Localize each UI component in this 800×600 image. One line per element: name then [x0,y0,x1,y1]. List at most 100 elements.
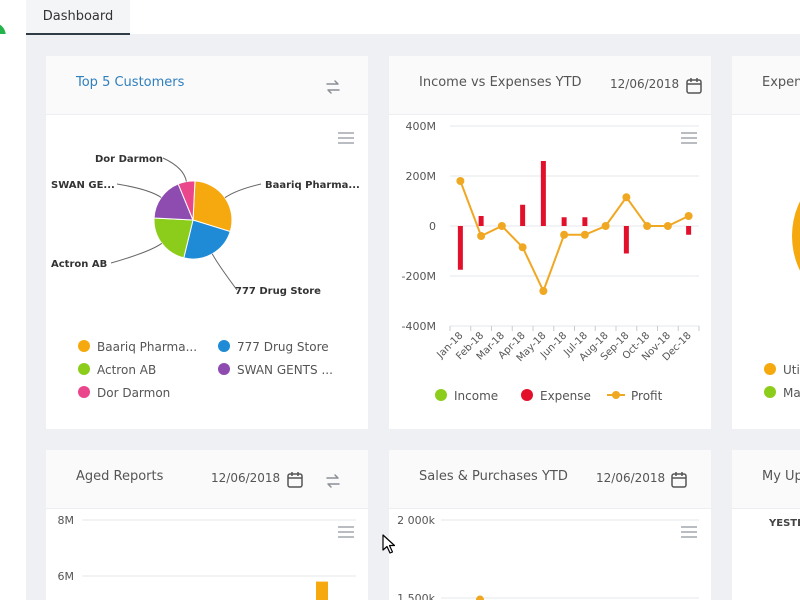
pie-data-label: Actron AB [51,259,107,270]
card-my-upcoming: My Up YESTE [732,450,800,600]
data-point [560,230,569,239]
y-tick-label: -400M [402,320,436,333]
legend-marker [218,363,230,375]
legend-item[interactable]: Baariq Pharma... [78,340,197,354]
expenses-pie-chart [792,201,800,271]
pie-data-label: Baariq Pharma... [265,180,360,191]
chart-menu-icon[interactable] [338,132,354,144]
card-sales-purchases: Sales & Purchases YTD 12/06/2018 2 000k … [389,450,711,600]
card-header: Top 5 Customers [46,56,368,115]
chart-menu-icon[interactable] [681,526,697,538]
legend-label: Expense [540,389,591,403]
mouse-cursor-icon [382,534,396,554]
card-header: Expens [732,56,800,115]
data-point [518,243,527,252]
bar [623,226,629,254]
income-expense-chart: 400M200M0-200M-400MJan-18Feb-18Mar-18Apr… [402,120,700,364]
calendar-icon[interactable] [685,77,703,95]
y-tick-label: 6M [58,570,75,583]
legend-item[interactable]: Profit [607,389,662,403]
legend-label: Dor Darmon [97,386,171,400]
data-point [476,595,484,600]
bar [520,204,526,226]
profit-line [459,180,690,294]
legend-item[interactable]: Actron AB [78,363,156,377]
bar [457,226,463,270]
left-sidebar [0,34,26,600]
pie-slice [153,183,194,221]
refresh-icon[interactable] [324,78,342,96]
card-title: Income vs Expenses YTD [419,75,582,90]
calendar-icon[interactable] [286,471,304,489]
card-title: My Up [762,469,800,484]
card-header: My Up [732,450,800,509]
chart-menu-icon[interactable] [338,526,354,538]
legend-marker [435,389,447,401]
pie-connector-line [224,183,262,199]
card-title-link[interactable]: Top 5 Customers [76,75,185,90]
bar [686,226,692,235]
pie-connector-line [110,242,163,264]
card-expenses: Expens Uti Ma [732,56,800,429]
legend-item[interactable]: Dor Darmon [78,386,170,400]
y-tick-label: 2 000k [397,514,435,527]
card-title: Expens [762,75,800,90]
pie-data-label: Dor Darmon [95,154,163,165]
pie-connector-line [211,253,238,291]
date-value: 12/06/2018 [211,471,281,485]
data-point [539,287,548,295]
pie-data-label: SWAN GE... [51,180,115,191]
card-top-customers: Top 5 Customers Baariq Pharma... 777 Drug… [46,56,368,429]
pie-slice [153,217,194,259]
legend-label: Baariq Pharma... [97,340,198,354]
legend-label: SWAN GENTS ... [237,363,333,377]
legend-marker [218,340,230,352]
legend-marker [521,389,533,401]
date-value: 12/06/2018 [596,471,666,485]
chart-menu-icon[interactable] [681,132,697,144]
data-point [663,222,672,230]
data-point [684,212,693,220]
legend-marker [607,389,625,401]
pie-chart: Baariq Pharma... 777 Drug Store Actron AB S… [51,154,360,297]
sales-purchases-chart: 2 000k 1 500k [397,514,699,600]
card-header: Sales & Purchases YTD 12/06/2018 [389,450,711,509]
y-tick-label: 1 500k [397,592,435,600]
y-tick-label: 400M [406,120,437,133]
card-title: Sales & Purchases YTD [419,469,568,484]
aged-reports-chart: 8M 6M [58,514,356,600]
data-point [497,222,506,230]
section-label: YESTE [769,518,800,529]
legend-item[interactable]: SWAN GENTS ... [218,363,333,377]
bar [561,217,567,226]
top-bar: Dashboard [0,0,800,35]
data-point [643,222,652,230]
legend-label: Profit [631,389,663,403]
legend-label: Actron AB [97,363,157,377]
data-point [456,177,465,185]
y-tick-label: 0 [429,220,436,233]
y-tick-label: 200M [406,170,437,183]
pie-data-label: 777 Drug Store [235,286,321,297]
tab-dashboard[interactable]: Dashboard [26,0,130,35]
card-aged-reports: Aged Reports 12/06/2018 8M 6M [46,450,368,600]
card-header: Aged Reports 12/06/2018 [46,450,368,509]
legend-item[interactable]: 777 Drug Store [218,340,329,354]
y-tick-label: 8M [58,514,75,527]
pie-connector-line [162,157,187,182]
legend-marker [78,340,90,352]
data-point [580,230,589,239]
legend-item[interactable]: Uti [764,363,800,377]
y-tick-label: -200M [402,270,436,283]
legend-item[interactable]: Expense [521,389,591,403]
bar [582,217,588,226]
calendar-icon[interactable] [670,471,688,489]
card-header: Income vs Expenses YTD 12/06/2018 [389,56,711,115]
legend-label: Income [454,389,499,403]
card-title: Aged Reports [76,469,164,484]
legend-marker [78,386,90,398]
legend-item[interactable]: Ma [764,386,800,400]
legend-item[interactable]: Income [435,389,498,403]
refresh-icon[interactable] [324,472,342,490]
bar [540,161,546,226]
